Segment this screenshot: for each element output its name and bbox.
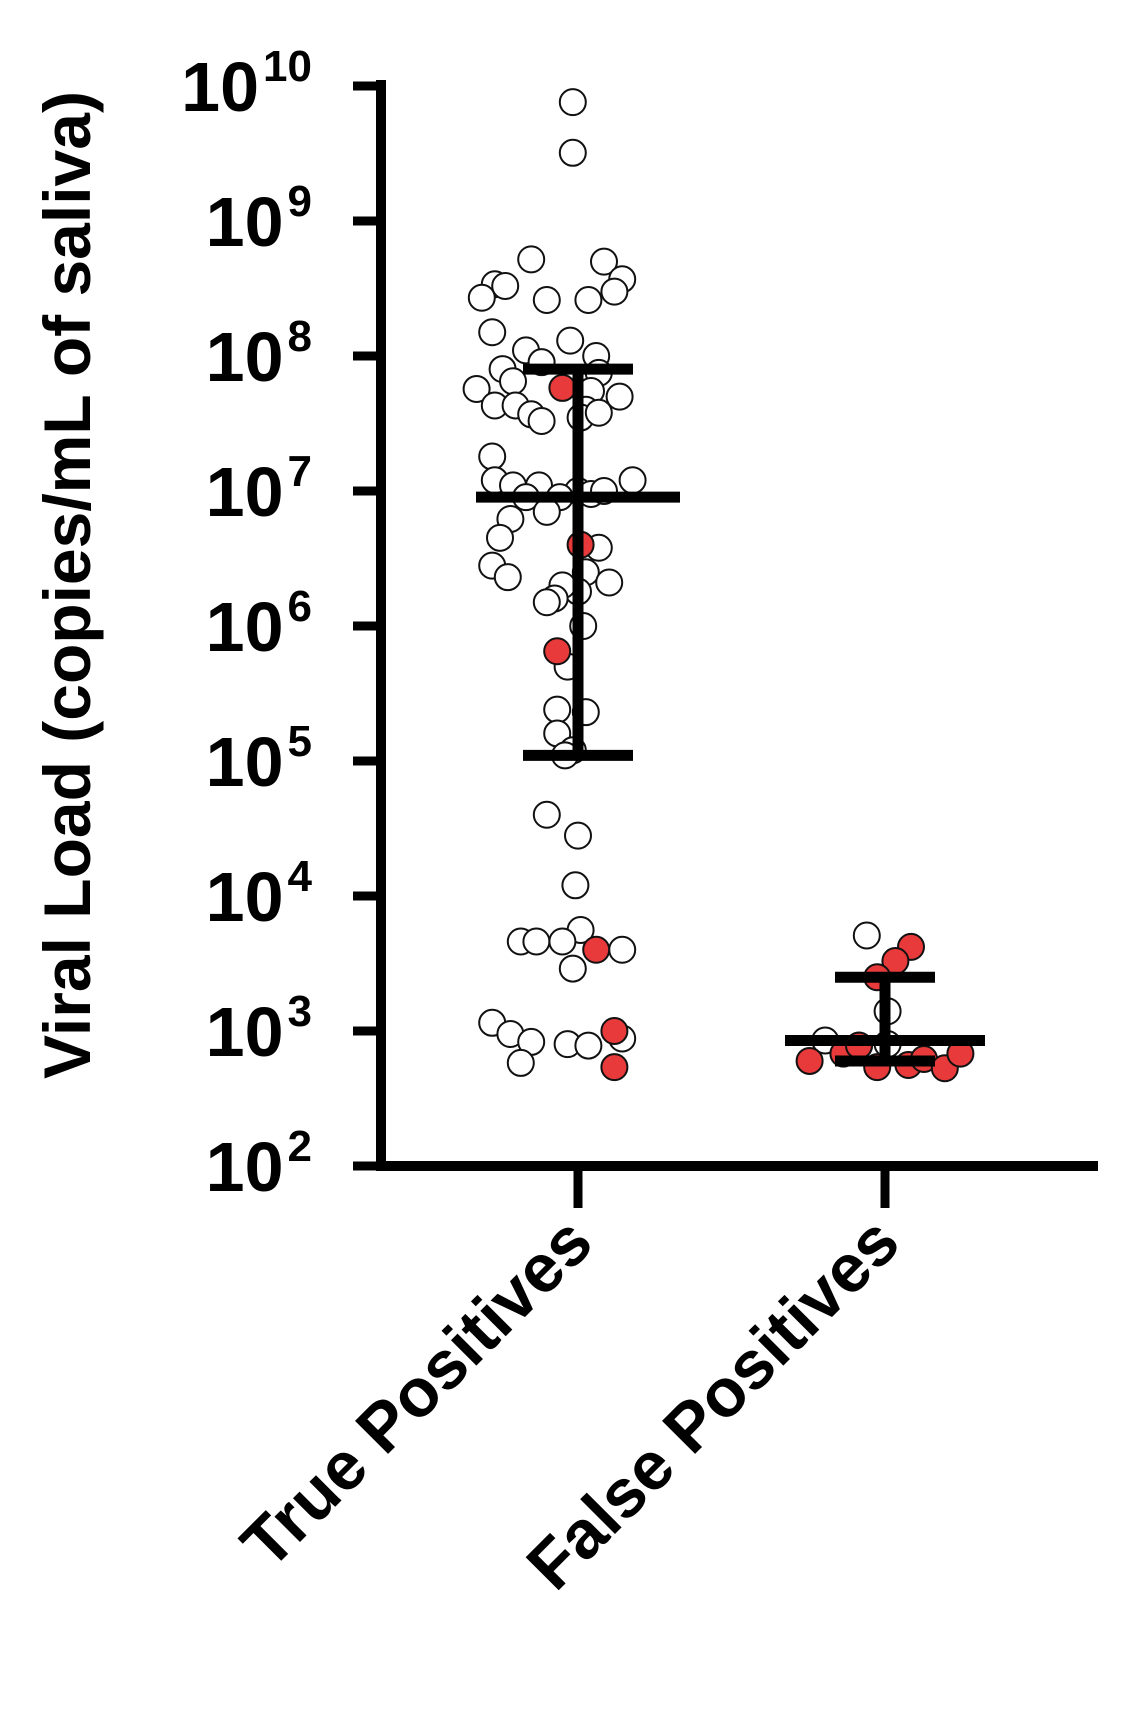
y-tick-label: 1010 [181,42,312,126]
open-data-point [574,1031,603,1060]
open-data-point [558,88,587,117]
open-data-point [499,367,527,396]
y-tick-exponent: 8 [288,312,312,361]
y-tick-base: 10 [206,723,284,801]
open-data-point [548,927,577,956]
open-data-point [462,374,491,403]
filled-data-point [795,1046,824,1075]
open-data-point [556,326,585,355]
data-points [462,88,975,1083]
open-data-point [532,588,561,617]
median-iqr-bars [476,363,985,1067]
y-tick-base: 10 [206,183,284,261]
y-tick-exponent: 10 [263,42,312,91]
open-data-point [491,272,520,301]
open-data-point [590,247,618,276]
open-data-point [467,283,496,312]
filled-data-point [600,1017,629,1045]
y-tick-label: 102 [206,1122,312,1206]
open-data-point [564,821,592,850]
open-data-point [506,1048,535,1077]
filled-data-point [582,935,611,964]
open-data-point [486,523,514,552]
open-data-point [532,497,561,526]
open-data-point [522,927,551,956]
open-data-point [852,921,881,950]
filled-data-point [543,637,572,666]
y-tick-exponent: 9 [288,177,312,226]
y-tick-exponent: 7 [288,447,312,496]
open-data-point [600,277,629,306]
y-tick-base: 10 [206,588,284,666]
open-data-point [605,382,634,411]
open-data-point [595,568,624,597]
y-tick-label: 107 [206,447,312,531]
filled-data-point [600,1053,629,1082]
y-tick-base: 10 [181,48,259,126]
open-data-point [493,563,522,592]
filled-data-point [548,373,577,402]
open-data-point [543,695,572,724]
y-axis-title: Viral Load (copies/mL of saliva) [30,91,104,1079]
y-tick-label: 109 [206,177,312,261]
y-tick-label: 108 [206,312,312,396]
open-data-point [478,442,507,471]
y-axis-label: Viral Load (copies/mL of saliva) [30,91,104,1079]
open-data-point [558,954,587,983]
y-tick-label: 106 [206,582,312,666]
y-tick-label: 104 [206,852,313,936]
y-tick-label: 103 [206,987,312,1071]
y-tick-base: 10 [206,318,284,396]
open-data-point [561,871,590,900]
open-data-point [608,935,637,964]
open-data-point [527,407,556,436]
y-tick-base: 10 [206,1128,284,1206]
y-tick-exponent: 3 [288,987,312,1036]
open-data-point [558,138,587,167]
y-tick-base: 10 [206,858,284,936]
y-tick-exponent: 6 [288,582,312,631]
y-tick-exponent: 5 [288,717,312,766]
open-data-point [532,800,561,829]
open-data-point [574,285,603,314]
open-data-point [517,245,546,274]
axes [376,80,1098,1208]
open-data-point [584,398,613,427]
y-tick-exponent: 4 [288,852,313,901]
y-tick-base: 10 [206,453,284,531]
open-data-point [532,285,561,314]
y-tick-base: 10 [206,993,284,1071]
y-tick-label: 105 [206,717,312,801]
open-data-point [478,318,507,347]
open-data-point [618,466,647,495]
y-tick-exponent: 2 [288,1122,312,1171]
